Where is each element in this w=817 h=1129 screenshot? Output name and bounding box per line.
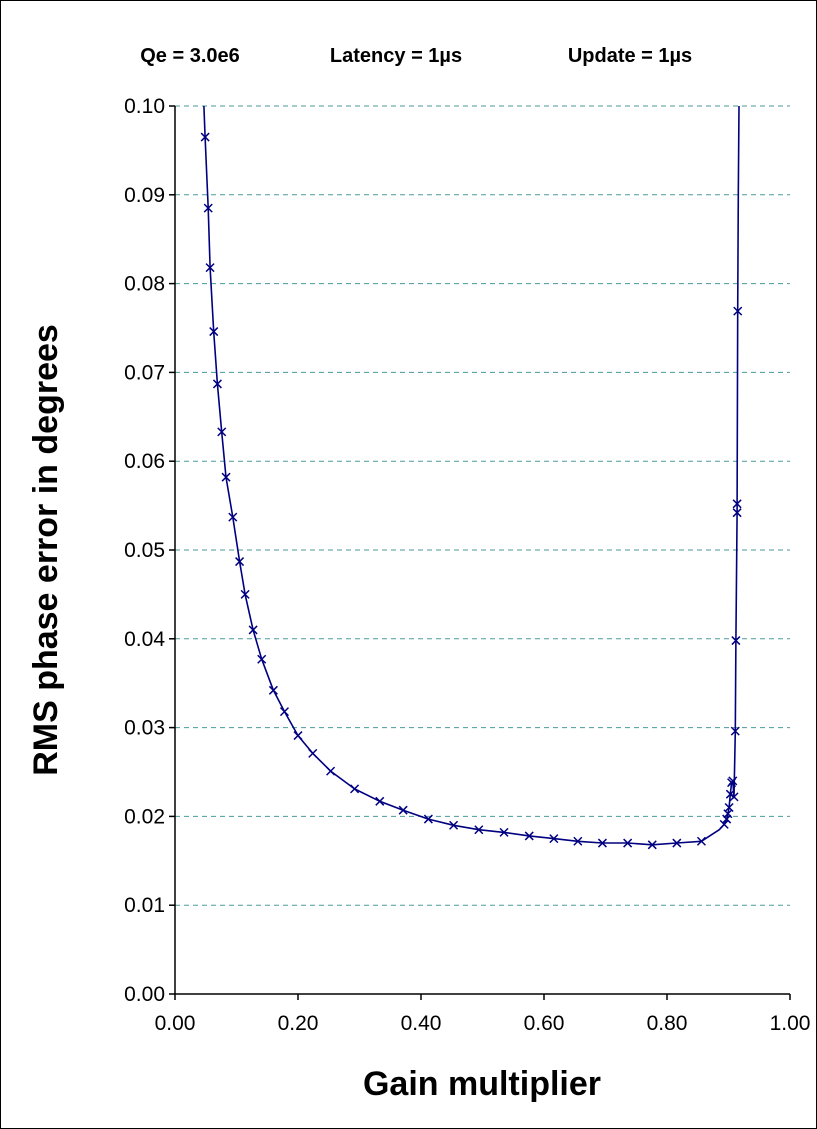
data-point-marker: [221, 472, 231, 482]
data-point-marker: [722, 814, 732, 824]
data-point-marker: [449, 820, 459, 830]
data-point-marker: [326, 766, 336, 776]
data-point-marker: [212, 379, 222, 389]
data-point-marker: [350, 784, 360, 794]
gridlines: [175, 105, 790, 906]
data-point-marker: [308, 748, 318, 758]
y-axis-ticks: 0.00 0.01 0.02 0.03 0.04 0.05 0.06 0.07 0.08 0.09…: [124, 95, 175, 1006]
data-point-marker: [235, 557, 245, 567]
data-point-marker: [647, 840, 657, 850]
data-point-marker: [724, 802, 734, 813]
data-point-marker: [672, 838, 682, 848]
data-point-marker: [200, 132, 210, 142]
y-tick-label: 0.09: [124, 184, 165, 207]
chart-title-update: Update = 1µs: [568, 45, 692, 67]
y-tick-label: 0.03: [124, 717, 165, 740]
x-tick-label: 0.60: [524, 1012, 565, 1035]
data-point-marker: [696, 836, 706, 846]
y-tick-label: 0.02: [124, 805, 165, 828]
data-point-marker: [423, 814, 433, 824]
y-tick-label: 0.07: [124, 361, 165, 384]
data-point-marker: [729, 792, 739, 802]
data-point-marker: [623, 838, 633, 848]
data-point-marker: [731, 636, 741, 646]
data-point-marker: [279, 707, 290, 717]
y-tick-label: 0.01: [124, 894, 165, 917]
data-point-marker: [240, 589, 250, 599]
data-point-marker: [205, 263, 215, 273]
y-tick-label: 0.08: [124, 273, 165, 296]
data-point-marker: [549, 834, 559, 844]
x-tick-label: 0.40: [401, 1012, 442, 1035]
x-tick-label: 1.00: [770, 1012, 811, 1035]
data-point-marker: [375, 796, 385, 806]
x-tick-label: 0.20: [278, 1012, 319, 1035]
y-tick-label: 0.05: [124, 539, 165, 562]
y-axis-title: RMS phase error in degrees: [27, 324, 65, 776]
data-point-marker: [228, 512, 238, 522]
data-point-marker: [293, 731, 303, 741]
data-point-marker: [209, 327, 219, 337]
data-point-marker: [732, 508, 742, 518]
data-point-marker: [597, 838, 607, 848]
series-line: [203, 105, 740, 846]
data-point-marker: [248, 625, 258, 635]
chart-title-qe: Qe = 3.0e6: [140, 45, 240, 67]
x-tick-label: 0.00: [155, 1012, 196, 1035]
data-point-marker: [203, 203, 213, 213]
series-group: [200, 105, 743, 850]
data-point-marker: [524, 831, 534, 841]
data-point-marker: [499, 827, 509, 837]
y-tick-label: 0.00: [124, 983, 165, 1006]
x-tick-label: 0.80: [647, 1012, 688, 1035]
data-point-marker: [257, 654, 267, 664]
data-point-marker: [728, 776, 738, 786]
data-point-marker: [474, 825, 484, 835]
y-tick-label: 0.04: [124, 628, 165, 651]
data-point-marker: [732, 499, 742, 509]
x-axis-title: Gain multiplier: [363, 1065, 601, 1103]
data-point-marker: [268, 685, 278, 695]
y-tick-label: 0.06: [124, 450, 165, 473]
x-axis-ticks: 0.00 0.20 0.40 0.60 0.80 1.00: [155, 994, 811, 1035]
data-point-marker: [719, 819, 729, 829]
data-point-marker: [398, 805, 408, 815]
chart-title-latency: Latency = 1µs: [330, 45, 462, 67]
data-point-marker: [573, 836, 583, 846]
data-point-marker: [730, 726, 740, 736]
y-tick-label: 0.10: [124, 95, 165, 118]
data-point-marker: [217, 427, 227, 437]
data-point-marker: [733, 306, 743, 316]
